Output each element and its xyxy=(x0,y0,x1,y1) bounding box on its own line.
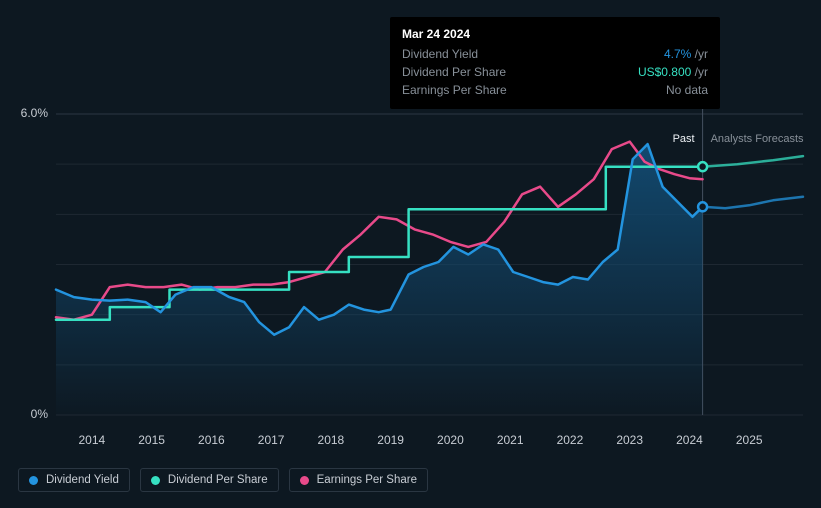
legend-item[interactable]: Earnings Per Share xyxy=(289,468,428,492)
x-tick-label: 2015 xyxy=(138,433,165,447)
legend-label: Dividend Per Share xyxy=(168,474,268,486)
legend-label: Earnings Per Share xyxy=(317,474,417,486)
y-tick-label: 6.0% xyxy=(0,106,48,120)
x-tick-label: 2019 xyxy=(377,433,404,447)
x-tick-label: 2021 xyxy=(497,433,524,447)
toggle-past[interactable]: Past xyxy=(673,133,695,145)
tooltip-value: 4.7% /yr xyxy=(664,45,708,63)
x-tick-label: 2025 xyxy=(736,433,763,447)
tooltip-key: Dividend Per Share xyxy=(402,63,506,81)
x-tick-label: 2024 xyxy=(676,433,703,447)
x-tick-label: 2017 xyxy=(258,433,285,447)
tooltip-date: Mar 24 2024 xyxy=(402,27,708,41)
legend-item[interactable]: Dividend Per Share xyxy=(140,468,279,492)
legend-dot xyxy=(151,476,160,485)
x-tick-label: 2016 xyxy=(198,433,225,447)
tooltip-row: Dividend Yield 4.7% /yr xyxy=(402,45,708,63)
tooltip-row: Dividend Per Share US$0.800 /yr xyxy=(402,63,708,81)
toggle-forecast[interactable]: Analysts Forecasts xyxy=(711,133,804,145)
tooltip-key: Dividend Yield xyxy=(402,45,478,63)
x-tick-label: 2022 xyxy=(557,433,584,447)
legend-dot xyxy=(29,476,38,485)
chart-tooltip: Mar 24 2024 Dividend Yield4.7% /yrDivide… xyxy=(390,17,720,109)
dividend-chart: { "chart": { "plot": { "left": 56, "top"… xyxy=(0,0,821,508)
x-tick-label: 2020 xyxy=(437,433,464,447)
tooltip-row: Earnings Per Share No data xyxy=(402,81,708,99)
x-tick-label: 2018 xyxy=(318,433,345,447)
legend-dot xyxy=(300,476,309,485)
tooltip-value: US$0.800 /yr xyxy=(638,63,708,81)
tooltip-value: No data xyxy=(666,81,708,99)
legend-item[interactable]: Dividend Yield xyxy=(18,468,130,492)
tooltip-key: Earnings Per Share xyxy=(402,81,507,99)
x-tick-label: 2023 xyxy=(616,433,643,447)
legend: Dividend Yield Dividend Per Share Earnings… xyxy=(18,468,428,492)
y-tick-label: 0% xyxy=(0,407,48,421)
x-tick-label: 2014 xyxy=(78,433,105,447)
legend-label: Dividend Yield xyxy=(46,474,119,486)
